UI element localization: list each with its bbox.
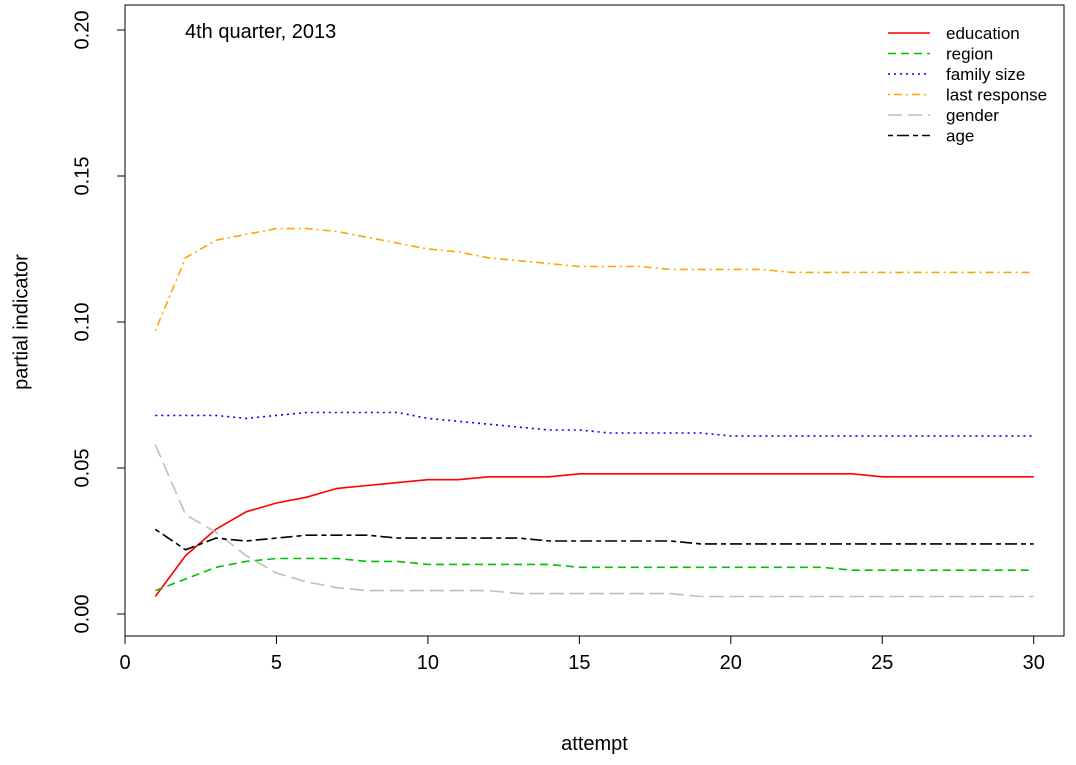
y-axis-title: partial indicator xyxy=(10,254,32,390)
x-tick-label: 30 xyxy=(1023,652,1045,674)
legend-label: education xyxy=(946,24,1020,43)
y-tick-label: 0.15 xyxy=(71,157,93,196)
x-tick-label: 10 xyxy=(417,652,439,674)
chart-annotation: 4th quarter, 2013 xyxy=(185,21,336,43)
series-lines xyxy=(154,227,1034,598)
x-tick-label: 20 xyxy=(720,652,742,674)
series-line-region xyxy=(155,557,1034,592)
x-axis-title: attempt xyxy=(561,733,628,755)
x-tick-label: 15 xyxy=(568,652,590,674)
y-tick-label: 0.20 xyxy=(71,11,93,50)
y-tick-label: 0.05 xyxy=(71,449,93,488)
legend-label: age xyxy=(946,127,974,146)
x-tick-label: 5 xyxy=(271,652,282,674)
series-line-last-response xyxy=(154,227,1034,332)
x-tick-label: 25 xyxy=(871,652,893,674)
y-axis-ticks: 0.00 0.05 0.10 0.15 0.20 xyxy=(71,11,125,634)
series-line-age xyxy=(154,528,1034,551)
legend-label: family size xyxy=(946,65,1025,84)
series-line-education xyxy=(154,472,1034,597)
axes xyxy=(124,4,1065,637)
legend-label: last response xyxy=(946,86,1047,105)
series-line-family-size xyxy=(155,411,1034,437)
x-tick-label: 0 xyxy=(119,652,130,674)
legend-label: gender xyxy=(946,106,999,125)
x-axis-ticks: 0 5 10 15 20 25 30 xyxy=(119,636,1045,674)
plot-frame xyxy=(124,4,1065,637)
y-tick-label: 0.00 xyxy=(71,595,93,634)
y-tick-label: 0.10 xyxy=(71,303,93,342)
series-line-gender xyxy=(154,444,1034,598)
legend-label: region xyxy=(946,45,993,64)
